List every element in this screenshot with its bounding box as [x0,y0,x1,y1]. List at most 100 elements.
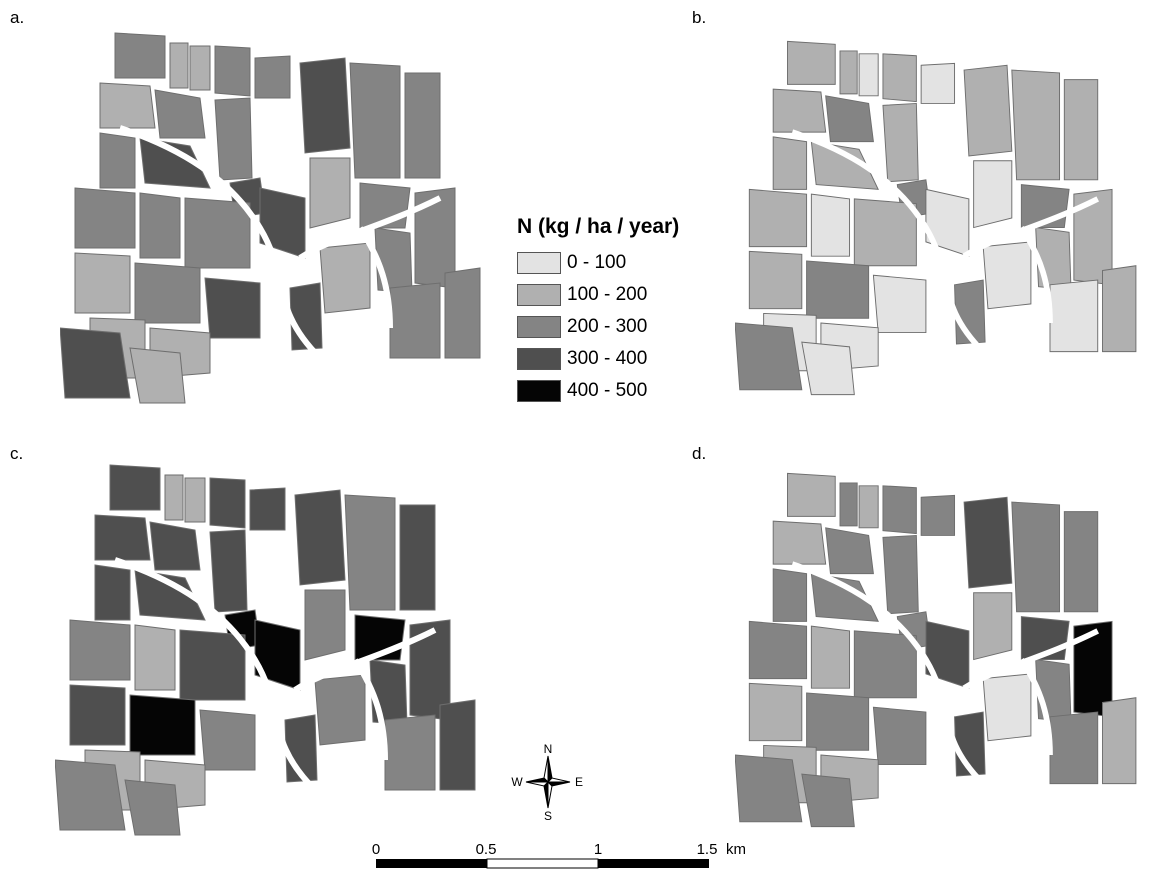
field-parcel [94,564,131,621]
field-parcel [179,629,246,701]
field-parcel [94,514,151,561]
field-parcel [60,327,131,399]
field-parcel [349,62,401,179]
field-parcel [389,282,441,359]
panel-label-a: a. [10,8,25,27]
field-parcel [209,529,248,613]
field-parcel [184,477,206,523]
map-panel-a [60,32,481,404]
compass-north-label: N [544,742,553,756]
field-parcel [199,709,256,771]
creek-channel [352,658,388,761]
field-parcel [801,773,855,828]
field-parcel [169,42,189,89]
field-parcel [304,589,346,661]
field-parcel [214,45,251,97]
legend-item: 0 - 100 [517,247,679,279]
field-parcel [882,485,917,535]
creek-channel [119,125,323,361]
field-parcel [825,95,874,143]
field-parcel [1011,501,1061,613]
field-parcel [99,82,156,129]
field-parcel [982,241,1032,310]
creek-channel [962,196,1100,259]
field-parcel [254,55,291,99]
scale-segment-black [376,859,487,868]
legend-label: 200 - 300 [567,316,648,337]
map-panel-d [735,472,1137,828]
legend-label: 400 - 500 [567,380,648,401]
field-parcel [69,684,126,746]
field-parcel [109,464,161,511]
field-parcel [204,277,261,339]
field-parcel [55,759,126,831]
field-parcel [735,322,803,391]
field-parcel [1063,79,1099,181]
field-parcel [920,62,956,104]
field-parcel [810,625,851,689]
field-parcel [772,568,808,622]
map-panel-b [735,40,1137,396]
field-parcel [882,102,919,183]
field-parcel [748,682,803,742]
field-parcel [249,487,286,531]
field-parcel [735,754,803,823]
field-parcel [129,694,196,756]
field-parcel [839,482,858,527]
legend-item: 100 - 200 [517,279,679,311]
field-parcel [139,137,211,189]
field-parcel [853,630,917,699]
legend-swatch [517,348,561,370]
field-parcel [772,136,808,190]
creek-channel [293,627,437,693]
field-parcel [810,573,879,622]
field-parcel [154,89,206,139]
creek-channel [1018,657,1053,756]
field-parcel [748,188,808,248]
legend-swatch [517,316,561,338]
scale-segment-black [598,859,709,868]
scale-tick-label: 0 [372,841,380,858]
field-parcel [189,45,211,91]
field-parcel [1049,279,1099,353]
field-parcel [973,592,1013,661]
field-parcel [810,141,879,190]
creek-channel [962,628,1100,691]
legend-label: 0 - 100 [567,252,627,273]
field-parcel [209,477,246,529]
field-parcel [1011,69,1061,181]
field-parcel [787,40,836,85]
field-parcel [314,674,366,746]
legend-swatch [517,252,561,274]
creek-channel [114,557,318,793]
field-parcel [134,624,176,691]
field-parcel [134,569,206,621]
field-parcel [114,32,166,79]
field-parcel [384,714,436,791]
field-parcel [444,267,481,359]
field-parcel [439,699,476,791]
scale-tick-label: 1.5 [697,841,718,858]
field-parcel [214,97,253,181]
field-parcel [858,53,879,97]
scale-tick-label: 1 [594,841,602,858]
field-parcel [1049,711,1099,785]
field-parcel [963,496,1013,589]
panel-label-d: d. [692,444,707,463]
field-parcel [344,494,396,611]
field-parcel [806,692,870,751]
field-parcel [810,193,851,257]
scale-bar: 0 0.5 1 1.5 km [372,841,746,869]
compass-east-label: E [575,775,583,789]
legend-label: 100 - 200 [567,284,648,305]
field-parcel [858,485,879,529]
field-parcel [299,57,351,154]
scale-segment-white [486,858,599,869]
compass-south-label: S [544,809,552,822]
field-parcel [399,504,436,611]
field-parcel [294,489,346,586]
field-parcel [973,160,1013,229]
field-parcel [404,72,441,179]
legend-title: N (kg / ha / year) [517,215,680,238]
field-parcel [801,341,855,396]
